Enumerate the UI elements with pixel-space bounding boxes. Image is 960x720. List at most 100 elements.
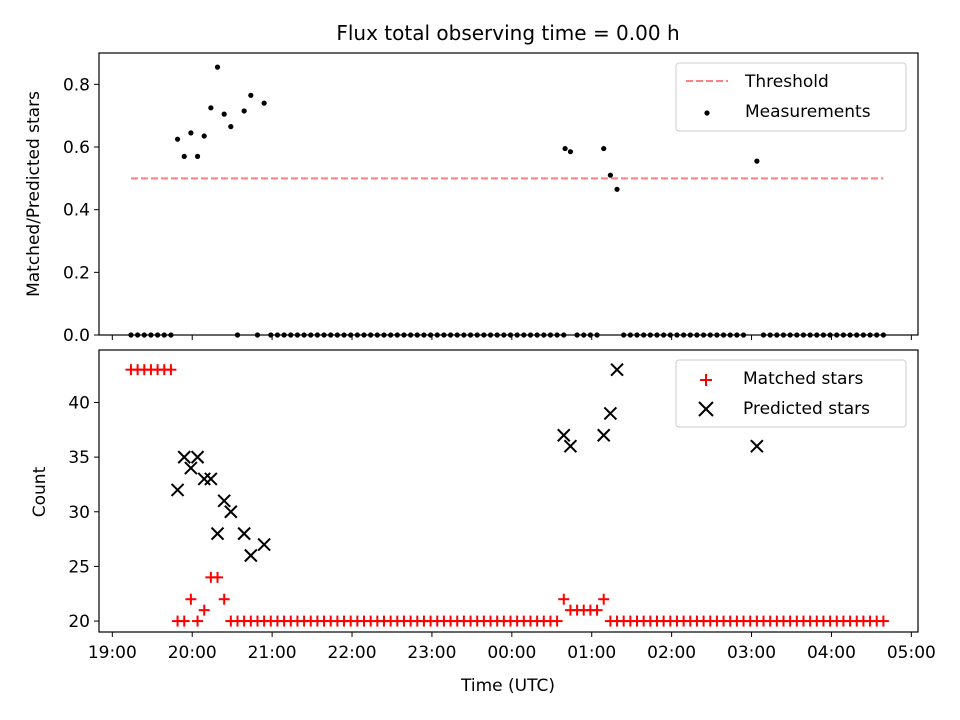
measurement-point xyxy=(241,108,247,114)
measurement-point xyxy=(461,332,467,338)
measurement-point xyxy=(694,332,700,338)
measurement-point xyxy=(880,332,886,338)
measurement-point xyxy=(501,332,507,338)
measurement-point xyxy=(674,332,680,338)
legend-threshold-label: Threshold xyxy=(744,72,829,92)
bottom-y-tick-label: 20 xyxy=(68,612,90,632)
measurement-point xyxy=(374,332,380,338)
measurement-point xyxy=(161,332,167,338)
measurement-point xyxy=(754,158,760,164)
matched-star-point xyxy=(185,593,197,605)
measurement-point xyxy=(248,92,254,98)
matched-star-point xyxy=(598,593,610,605)
measurement-point xyxy=(221,111,227,117)
measurement-point xyxy=(581,332,587,338)
top-y-tick-label: 0.8 xyxy=(63,75,90,95)
measurement-point xyxy=(507,332,514,338)
measurement-point xyxy=(354,332,360,338)
legend-predicted-swatch xyxy=(698,401,714,417)
measurement-point xyxy=(661,332,667,338)
measurement-point xyxy=(787,332,793,338)
measurement-point xyxy=(168,332,174,338)
chart-title: Flux total observing time = 0.00 h xyxy=(336,21,679,45)
bottom-y-tick-label: 25 xyxy=(68,557,90,577)
predicted-star-point xyxy=(217,494,231,508)
measurement-point xyxy=(201,133,207,139)
matched-star-point xyxy=(551,615,563,627)
measurement-point xyxy=(281,332,287,338)
measurement-point xyxy=(734,332,740,338)
matched-star-point xyxy=(558,593,570,605)
top-panel: 0.00.20.40.60.8 Matched/Predicted stars … xyxy=(24,52,919,346)
measurement-point xyxy=(587,332,594,338)
measurement-point xyxy=(534,332,540,338)
measurement-point xyxy=(474,332,480,338)
measurement-point xyxy=(128,332,134,338)
measurement-points xyxy=(128,64,886,338)
predicted-star-point xyxy=(210,526,225,541)
measurement-point xyxy=(554,332,560,338)
measurement-point xyxy=(454,332,460,338)
predicted-star-point xyxy=(750,439,764,453)
measurement-point xyxy=(814,332,820,338)
x-tick-label: 00:00 xyxy=(487,643,536,663)
measurement-point xyxy=(194,153,201,159)
predicted-star-point xyxy=(610,362,624,377)
matched-star-point xyxy=(165,364,177,376)
measurement-point xyxy=(268,332,274,338)
measurement-point xyxy=(394,332,400,338)
measurement-point xyxy=(681,332,687,338)
measurement-point xyxy=(314,332,320,338)
measurement-point xyxy=(567,149,574,155)
measurement-point xyxy=(441,332,447,338)
measurement-point xyxy=(541,332,547,338)
measurement-point xyxy=(562,145,568,152)
measurement-point xyxy=(601,145,607,152)
measurement-point xyxy=(527,332,534,338)
measurement-point xyxy=(760,332,767,338)
top-legend: Threshold Measurements xyxy=(675,62,907,132)
measurement-point xyxy=(381,332,387,338)
measurement-point xyxy=(780,332,787,338)
measurement-point xyxy=(800,332,807,338)
measurement-point xyxy=(687,332,693,338)
bottom-y-axis-ticks: 20 25 30 35 40 xyxy=(68,393,99,632)
measurement-point xyxy=(154,332,161,338)
measurement-point xyxy=(654,332,660,338)
measurement-point xyxy=(767,332,773,338)
measurement-point xyxy=(135,332,141,338)
measurement-point xyxy=(214,64,221,70)
measurement-point xyxy=(574,332,580,338)
measurement-point xyxy=(341,332,347,338)
measurement-point xyxy=(514,332,520,338)
measurement-point xyxy=(874,332,880,338)
measurement-point xyxy=(288,332,294,338)
measurement-point xyxy=(421,332,427,338)
measurement-point xyxy=(261,100,267,106)
measurement-point xyxy=(700,332,707,338)
predicted-star-point xyxy=(237,526,251,541)
predicted-star-point xyxy=(204,472,218,486)
measurement-point xyxy=(348,332,354,338)
bottom-legend: Matched stars Predicted stars xyxy=(675,359,907,428)
measurement-point xyxy=(414,332,420,338)
measurement-point xyxy=(561,332,567,338)
top-y-tick-label: 0.6 xyxy=(63,138,90,158)
bottom-y-tick-label: 35 xyxy=(68,448,90,468)
measurement-point xyxy=(188,130,194,136)
predicted-star-point xyxy=(190,450,205,464)
top-y-tick-label: 0.4 xyxy=(63,201,90,221)
predicted-star-point xyxy=(177,450,191,464)
measurement-point xyxy=(867,332,873,338)
x-tick-label: 04:00 xyxy=(807,643,856,663)
measurement-point xyxy=(521,332,527,338)
measurement-point xyxy=(361,332,367,338)
measurement-point xyxy=(834,332,840,338)
measurement-point xyxy=(368,332,374,338)
x-tick-label: 20:00 xyxy=(168,643,217,663)
predicted-star-point xyxy=(224,505,238,519)
measurement-point xyxy=(667,332,673,338)
measurement-point xyxy=(714,332,720,338)
measurement-point xyxy=(840,332,847,338)
